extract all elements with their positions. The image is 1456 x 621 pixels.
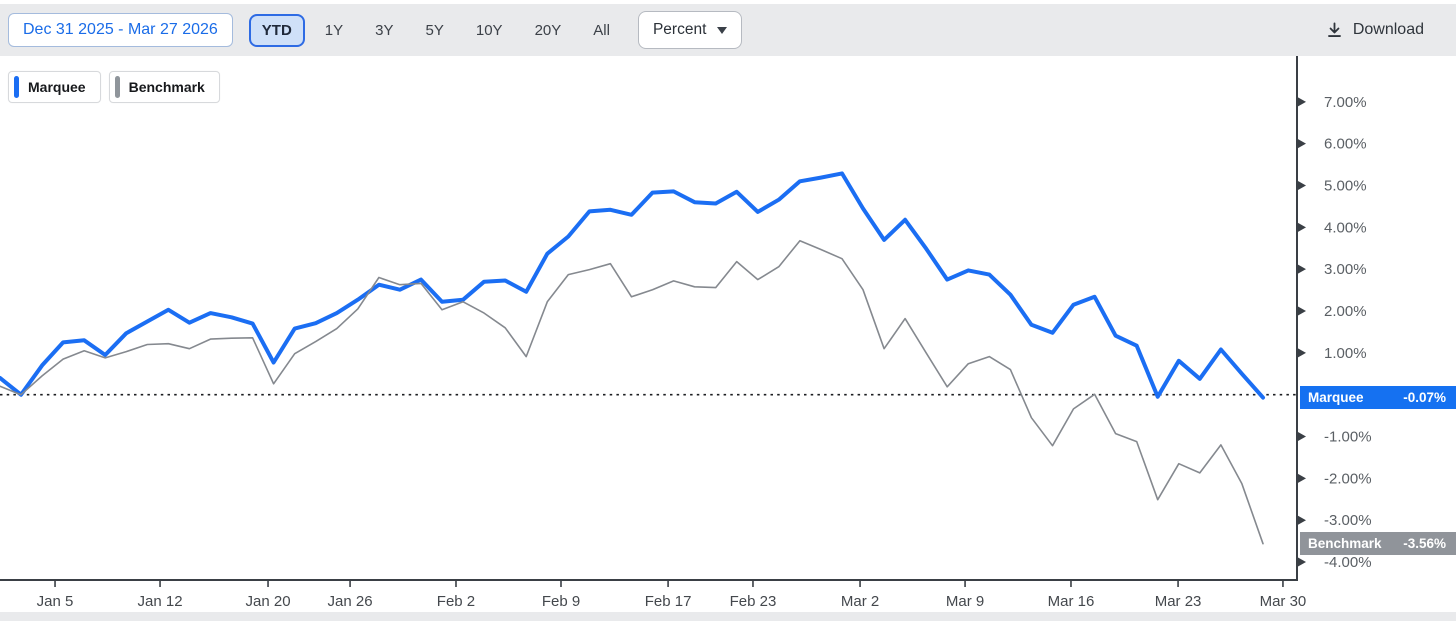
- period-button-all[interactable]: All: [581, 14, 622, 47]
- legend-chip-benchmark[interactable]: Benchmark: [108, 71, 220, 103]
- y-tick-label: -2.00%: [1324, 470, 1372, 487]
- download-icon: [1327, 21, 1341, 37]
- y-tick-label: -4.00%: [1324, 554, 1372, 571]
- x-tick-label: Jan 12: [138, 593, 183, 610]
- legend-chip-label: Benchmark: [128, 79, 205, 95]
- last-value-tag-marquee: Marquee -0.07%: [1300, 386, 1456, 410]
- series-line-marquee: [0, 171, 1265, 400]
- x-tick-label: Feb 23: [730, 593, 777, 610]
- x-tick-label: Mar 16: [1048, 593, 1095, 610]
- y-tick-label: 4.00%: [1324, 219, 1367, 236]
- unit-dropdown-label: Percent: [652, 21, 707, 39]
- y-tick-arrow: [1298, 348, 1306, 358]
- tag-series-name: Benchmark: [1308, 535, 1382, 551]
- y-tick-label: 3.00%: [1324, 261, 1367, 278]
- x-tick-label: Mar 2: [841, 593, 879, 610]
- legend-chip-marquee[interactable]: Marquee: [8, 71, 101, 103]
- y-tick-arrow: [1298, 222, 1306, 232]
- tag-series-name: Marquee: [1308, 389, 1364, 405]
- period-button-20y[interactable]: 20Y: [523, 14, 574, 47]
- chevron-down-icon: [717, 26, 728, 34]
- download-button[interactable]: Download: [1319, 20, 1430, 41]
- y-tick-arrow: [1298, 181, 1306, 190]
- x-tick-label: Jan 20: [246, 593, 291, 610]
- period-button-3y[interactable]: 3Y: [363, 14, 405, 47]
- unit-dropdown[interactable]: Percent: [637, 11, 743, 49]
- period-button-group: YTD 1Y 3Y 5Y 10Y 20Y All: [248, 13, 622, 47]
- period-button-5y[interactable]: 5Y: [414, 14, 456, 47]
- x-tick-label: Feb 17: [645, 593, 692, 610]
- x-tick-label: Mar 30: [1260, 593, 1307, 610]
- x-tick-label: Jan 26: [328, 593, 373, 610]
- y-tick-arrow: [1298, 473, 1306, 483]
- y-tick-label: 7.00%: [1324, 94, 1367, 111]
- download-label: Download: [1352, 21, 1424, 38]
- legend-color-bar: [114, 76, 120, 98]
- y-tick-arrow: [1298, 306, 1306, 316]
- y-tick-arrow: [1298, 432, 1306, 442]
- chart-area: Jan 5 Jan 12 Jan 20 Jan 26 Feb 2 Feb 9 Feb 17 F…: [0, 56, 1456, 612]
- y-tick-label: 6.00%: [1324, 136, 1367, 153]
- top-strip: [0, 0, 1456, 4]
- last-value-tag-benchmark: Benchmark -3.56%: [1300, 532, 1456, 556]
- y-tick-arrow: [1298, 515, 1306, 525]
- legend-color-bar: [14, 76, 19, 98]
- y-tick-arrow: [1298, 557, 1306, 567]
- series-line-benchmark: [0, 239, 1264, 545]
- performance-chart[interactable]: Jan 5 Jan 12 Jan 20 Jan 26 Feb 2 Feb 9 Feb 17 F…: [0, 56, 1456, 612]
- y-tick-label: 1.00%: [1324, 345, 1367, 362]
- y-tick-label: -1.00%: [1324, 429, 1372, 446]
- date-range-button[interactable]: Dec 31 2025 - Mar 27 2026: [8, 13, 233, 47]
- x-tick-label: Feb 2: [437, 593, 475, 610]
- y-tick-arrow: [1298, 97, 1306, 107]
- period-button-1y[interactable]: 1Y: [313, 14, 355, 47]
- x-tick-label: Jan 5: [37, 593, 74, 610]
- period-button-ytd[interactable]: YTD: [248, 13, 305, 47]
- x-tick-label: Feb 9: [542, 593, 580, 610]
- tag-value: -3.56%: [1403, 535, 1446, 551]
- chart-toolbar: Dec 31 2025 - Mar 27 2026 YTD 1Y 3Y 5Y 10Y 20…: [0, 4, 1456, 56]
- y-tick-arrow: [1298, 139, 1306, 149]
- y-tick-arrow: [1298, 264, 1306, 274]
- y-tick-label: -3.00%: [1324, 512, 1372, 529]
- period-button-10y[interactable]: 10Y: [464, 14, 515, 47]
- y-tick-label: 2.00%: [1324, 303, 1367, 320]
- chart-legend: Marquee Benchmark: [8, 71, 220, 103]
- legend-chip-label: Marquee: [28, 79, 86, 95]
- tag-value: -0.07%: [1403, 389, 1446, 405]
- x-tick-label: Mar 9: [946, 593, 984, 610]
- y-tick-label: 5.00%: [1324, 178, 1367, 195]
- x-tick-label: Mar 23: [1155, 593, 1202, 610]
